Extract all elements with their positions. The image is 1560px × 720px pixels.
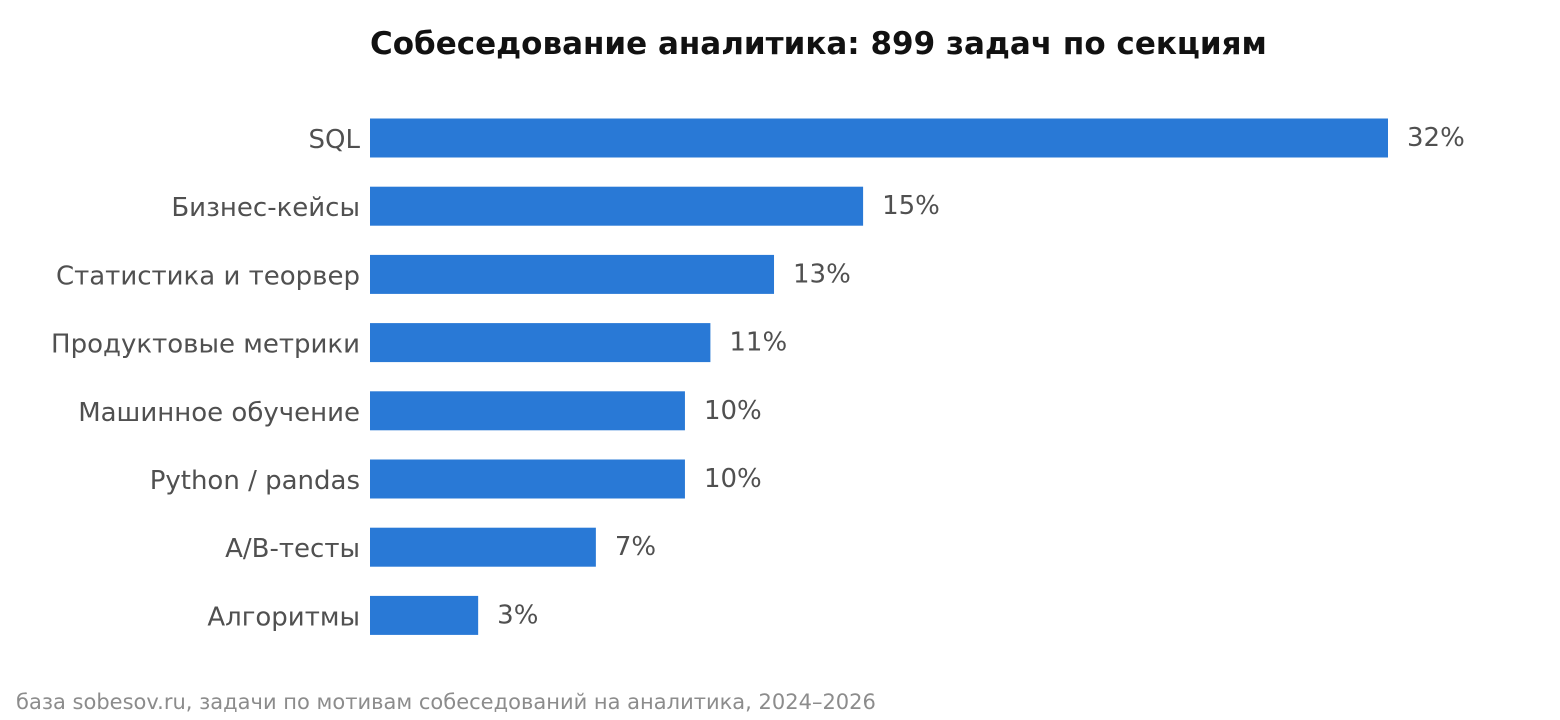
- data-label: 15%: [882, 191, 940, 221]
- data-label: 7%: [615, 532, 656, 562]
- bar: [370, 527, 596, 567]
- category-label: Статистика и теорвер: [56, 261, 360, 291]
- category-label: A/B-тесты: [225, 534, 360, 564]
- data-label: 3%: [497, 600, 538, 630]
- category-label: Бизнес-кейсы: [171, 193, 360, 223]
- bar: [370, 186, 864, 226]
- bar: [370, 459, 685, 499]
- category-label: Машинное обучение: [78, 398, 360, 428]
- category-label: SQL: [309, 125, 361, 155]
- category-label: Продуктовые метрики: [51, 330, 360, 360]
- data-label: 13%: [793, 259, 851, 289]
- category-label: Алгоритмы: [207, 602, 360, 632]
- bar: [370, 323, 711, 363]
- bar: [370, 595, 479, 635]
- data-label: 32%: [1407, 123, 1465, 153]
- chart-title: Собеседование аналитика: 899 задач по се…: [370, 26, 1267, 62]
- data-label: 10%: [704, 396, 762, 426]
- category-label: Python / pandas: [150, 466, 360, 496]
- data-label: 11%: [729, 328, 787, 358]
- bar: [370, 254, 775, 294]
- chart-footnote: база sobesov.ru, задачи по мотивам собес…: [16, 690, 876, 714]
- bar: [370, 391, 685, 431]
- bar: [370, 118, 1388, 158]
- bars-group: SQL 32% Бизнес-кейсы 15% Статистика и теорве…: [51, 118, 1465, 635]
- data-label: 10%: [704, 464, 762, 494]
